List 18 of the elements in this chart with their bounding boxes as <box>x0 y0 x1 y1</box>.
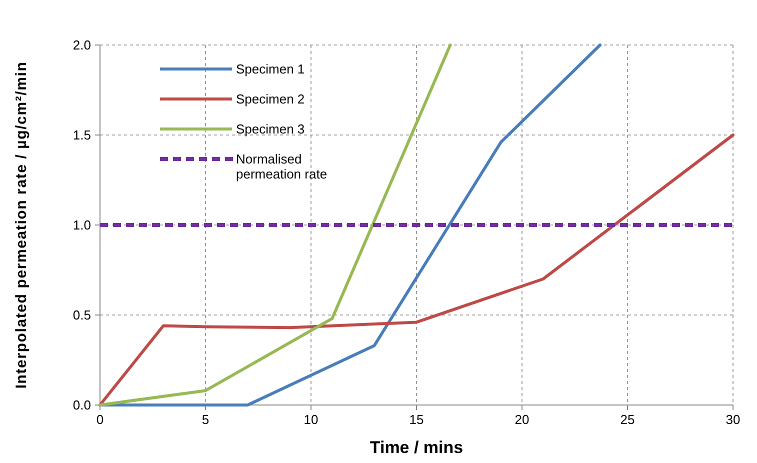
y-tick-label: 1.0 <box>72 218 91 232</box>
legend-label: Specimen 3 <box>236 122 305 136</box>
x-tick-label: 10 <box>304 412 318 427</box>
x-tick-label: 30 <box>726 412 740 427</box>
x-axis-title: Time / mins <box>370 438 464 457</box>
x-tick-label: 20 <box>514 412 530 427</box>
x-tick-label: 0 <box>96 412 104 427</box>
y-axis-title: Interpolated permeation rate / µg/cm²/min <box>13 61 30 389</box>
legend-label: Specimen 1 <box>236 62 305 76</box>
x-tick-label: 5 <box>202 412 210 427</box>
y-tick-label: 2.0 <box>72 38 91 52</box>
x-tick-label: 15 <box>409 412 424 427</box>
x-tick-label: 25 <box>620 412 635 427</box>
legend-label: Specimen 2 <box>236 92 305 106</box>
y-tick-label: 0.5 <box>72 308 91 322</box>
y-tick-label: 0.0 <box>72 398 91 412</box>
y-tick-label: 1.5 <box>72 128 91 142</box>
legend-label: Normalised permeation rate <box>236 152 328 182</box>
